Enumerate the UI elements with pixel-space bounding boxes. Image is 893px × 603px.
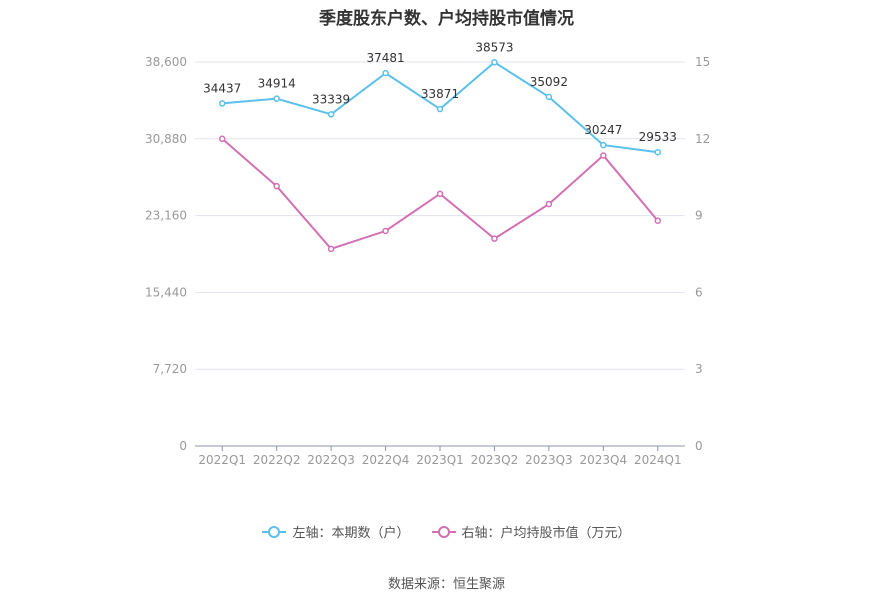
- x-tick-label: 2022Q1: [198, 453, 246, 467]
- y-right-tick-label: 15: [695, 55, 710, 69]
- y-right-tick-label: 0: [695, 439, 703, 453]
- x-tick-label: 2023Q4: [580, 453, 628, 467]
- legend-marker-icon: [262, 525, 287, 539]
- data-point: [327, 111, 335, 118]
- data-point: [218, 100, 226, 107]
- y-left-tick-label: 23,160: [145, 209, 187, 223]
- x-tick-label: 2023Q2: [471, 453, 519, 467]
- data-label: 37481: [366, 51, 404, 65]
- legend: 左轴：本期数（户） 右轴：户均持股市值（万元）: [0, 522, 893, 541]
- data-label: 33339: [312, 92, 350, 106]
- legend-item-right-series[interactable]: 右轴：户均持股市值（万元）: [431, 522, 631, 541]
- y-right-tick-label: 3: [695, 362, 703, 376]
- data-label: 34914: [258, 77, 296, 91]
- legend-marker-icon: [431, 525, 456, 539]
- data-point: [491, 235, 498, 242]
- legend-item-left-series[interactable]: 左轴：本期数（户）: [262, 522, 410, 541]
- y-left-tick-label: 7,720: [153, 362, 187, 376]
- data-point: [436, 190, 444, 198]
- data-point: [491, 59, 498, 66]
- y-left-tick-label: 15,440: [145, 285, 187, 299]
- data-label: 29533: [639, 130, 677, 144]
- data-point: [545, 93, 553, 101]
- y-right-tick-label: 6: [695, 285, 703, 299]
- x-tick-label: 2022Q4: [362, 453, 410, 467]
- data-point: [382, 227, 389, 235]
- chart-title: 季度股东户数、户均持股市值情况: [319, 9, 574, 29]
- x-tick-label: 2024Q1: [634, 453, 682, 467]
- y-left-tick-label: 0: [179, 439, 187, 453]
- x-tick-label: 2022Q3: [307, 453, 355, 467]
- y-left-tick-label: 30,880: [145, 132, 187, 146]
- data-point: [218, 135, 226, 143]
- data-point: [273, 182, 280, 190]
- data-point: [382, 69, 389, 77]
- legend-label: 右轴：户均持股市值（万元）: [461, 526, 631, 541]
- data-point: [600, 141, 607, 149]
- x-tick-label: 2022Q2: [253, 453, 301, 467]
- data-label: 38573: [475, 40, 513, 54]
- data-point: [545, 200, 553, 208]
- data-point: [327, 245, 335, 253]
- source-note: 数据来源：恒生聚源: [387, 577, 505, 592]
- data-label: 30247: [584, 123, 622, 137]
- data-point: [273, 95, 280, 102]
- data-label: 33871: [421, 87, 459, 101]
- data-point: [600, 152, 607, 159]
- data-point: [654, 217, 662, 224]
- y-right-tick-label: 9: [695, 209, 703, 223]
- legend-label: 左轴：本期数（户）: [292, 526, 410, 541]
- data-label: 35092: [530, 75, 568, 89]
- data-label: 34437: [203, 81, 241, 95]
- x-tick-label: 2023Q3: [525, 453, 573, 467]
- x-tick-label: 2023Q1: [416, 453, 464, 467]
- y-right-tick-label: 12: [695, 132, 710, 146]
- data-point: [654, 148, 662, 156]
- data-point: [436, 105, 444, 113]
- y-left-tick-label: 38,600: [145, 55, 187, 69]
